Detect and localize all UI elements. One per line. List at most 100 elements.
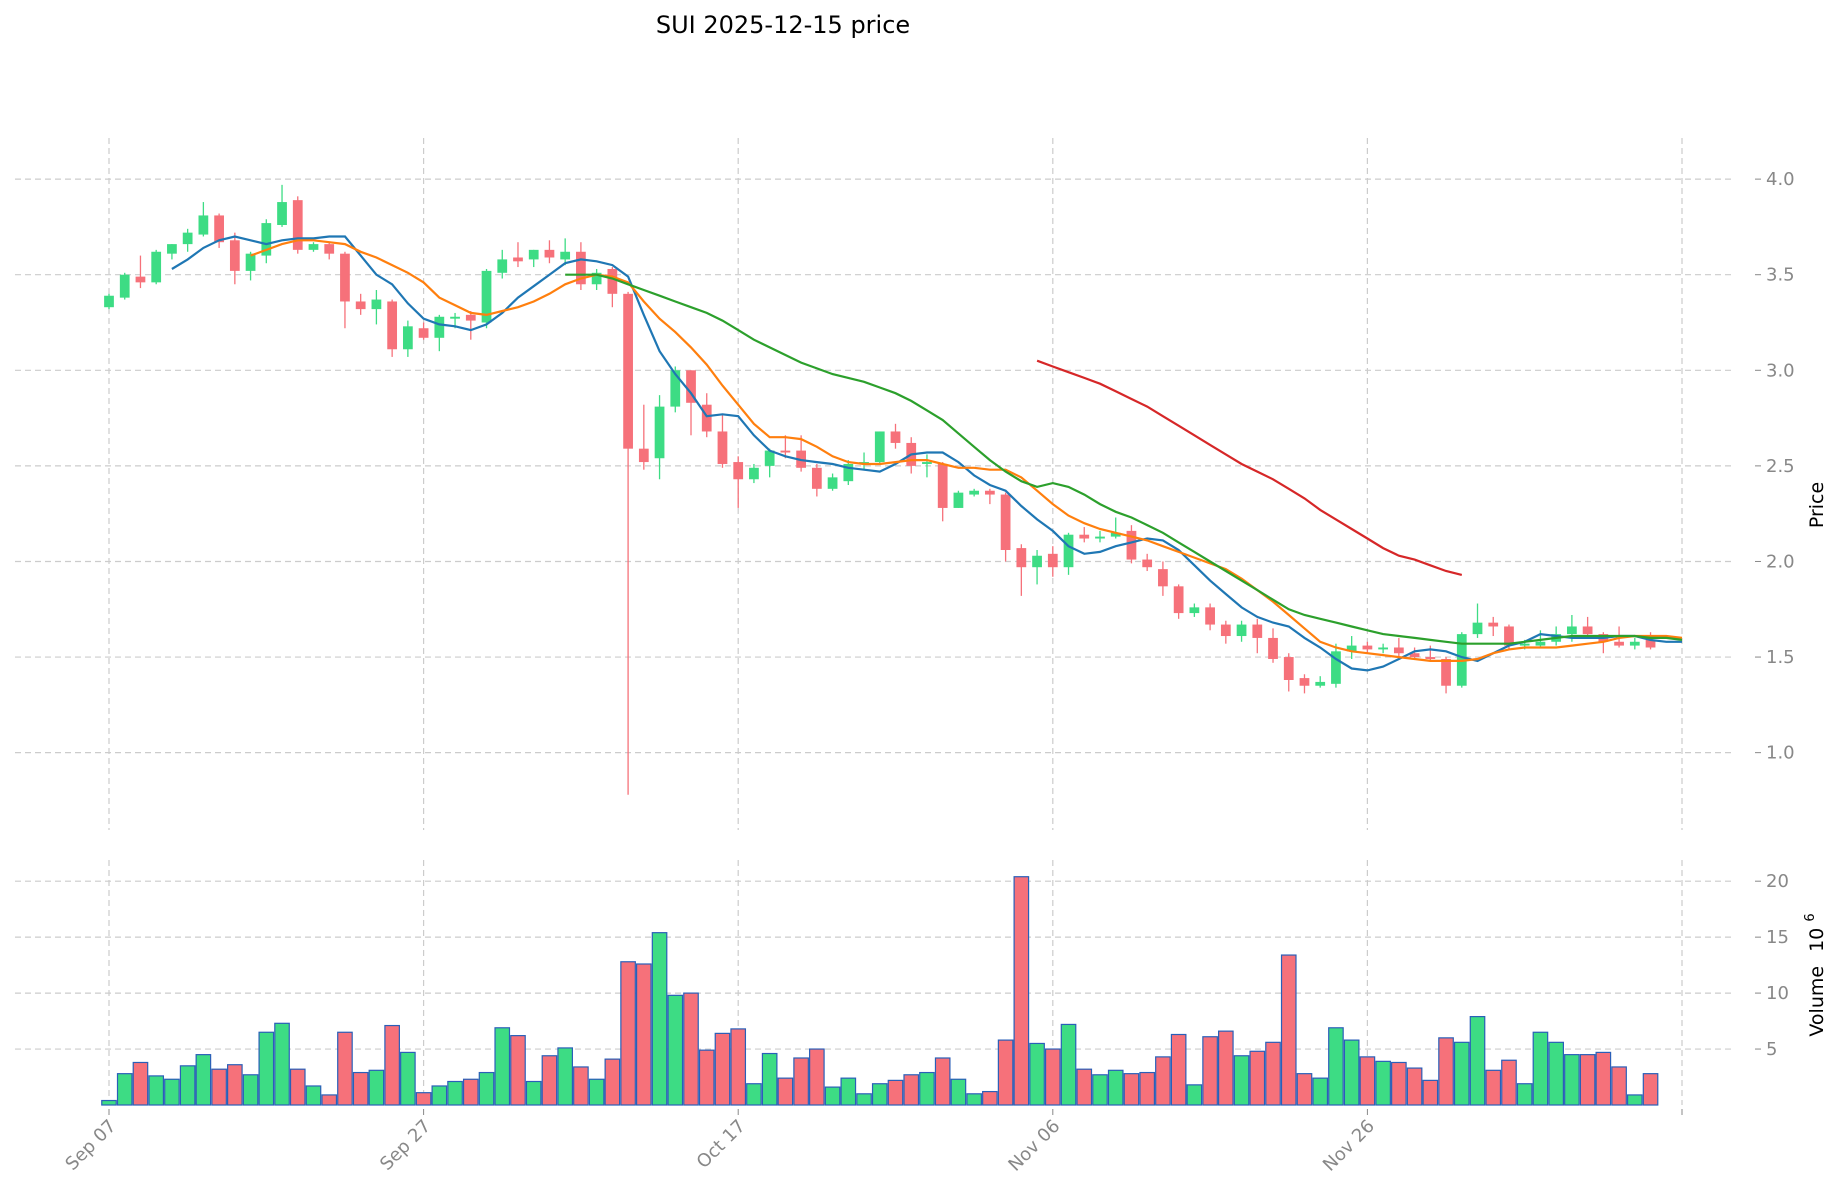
volume-bar xyxy=(1532,1031,1549,1106)
candle-body xyxy=(576,251,586,285)
volume-bar xyxy=(982,1090,998,1106)
candle-body xyxy=(418,328,429,338)
candle-body xyxy=(985,490,995,495)
volume-axis-exponent-power: 6 xyxy=(1803,913,1818,921)
volume-tick-label: 15 xyxy=(1766,927,1789,948)
candle-body xyxy=(890,431,901,443)
volume-bar xyxy=(1548,1041,1564,1106)
volume-bar xyxy=(179,1065,196,1106)
candle-body xyxy=(1488,622,1499,627)
candle-body xyxy=(371,299,382,310)
volume-bar xyxy=(321,1094,338,1106)
volume-bar xyxy=(541,1055,558,1106)
volume-bar xyxy=(1564,1054,1580,1106)
date-tick-label: Oct 17 xyxy=(693,1116,750,1173)
price-tick-label: 3.5 xyxy=(1766,265,1795,286)
volume-bar xyxy=(667,994,684,1106)
volume-bar xyxy=(651,932,668,1106)
candle-body xyxy=(450,316,460,319)
volume-bar xyxy=(557,1047,574,1106)
candle-body xyxy=(481,270,492,323)
candle-body xyxy=(1000,494,1011,550)
volume-bar xyxy=(478,1071,495,1106)
volume-bar xyxy=(1485,1069,1502,1106)
volume-bar xyxy=(1139,1071,1156,1106)
volume-bar xyxy=(793,1057,809,1106)
volume-bar xyxy=(211,1068,227,1106)
volume-bar xyxy=(1438,1037,1454,1106)
moving-average-line-ma60 xyxy=(1036,359,1463,576)
volume-bar xyxy=(462,1078,479,1106)
candle-body xyxy=(497,259,508,273)
volume-bar xyxy=(384,1024,400,1106)
volume-bar xyxy=(1626,1094,1643,1106)
candle-body xyxy=(1220,624,1231,637)
price-tick-label: 3.0 xyxy=(1766,360,1795,381)
candle-body xyxy=(182,232,193,245)
volume-axis-exponent-base: 10 xyxy=(1806,928,1828,952)
candle-body xyxy=(1535,641,1546,646)
candle-body xyxy=(119,274,130,298)
volume-bar xyxy=(1642,1073,1659,1106)
chart-title: SUI 2025-12-15 price xyxy=(656,11,910,39)
candle-body xyxy=(1378,647,1389,650)
volume-bar xyxy=(1029,1042,1045,1106)
candle-body xyxy=(1393,647,1404,654)
candle-body xyxy=(591,272,602,285)
volume-bar xyxy=(1516,1083,1533,1106)
volume-bar xyxy=(809,1048,825,1106)
candle-body xyxy=(1519,643,1530,646)
candle-body xyxy=(1315,681,1326,686)
price-axis-label: Price xyxy=(1806,482,1828,528)
volume-bar xyxy=(494,1027,511,1106)
volume-bar xyxy=(1375,1060,1391,1106)
candle-body xyxy=(1362,645,1373,650)
volume-bar xyxy=(1422,1079,1439,1106)
volume-bar xyxy=(274,1022,290,1106)
moving-average-lines xyxy=(171,235,1683,672)
volume-bar xyxy=(1501,1059,1517,1106)
volume-bar xyxy=(1123,1073,1140,1106)
candle-body xyxy=(1032,555,1042,568)
candle-body xyxy=(1252,624,1263,638)
candle-body xyxy=(670,370,681,407)
volume-bar xyxy=(227,1064,243,1106)
candlesticks xyxy=(104,184,1656,795)
price-tick-label: 2.5 xyxy=(1766,456,1795,477)
volume-bar xyxy=(1233,1055,1250,1106)
volume-bar xyxy=(1469,1015,1486,1106)
candle-body xyxy=(686,370,696,403)
volume-bar xyxy=(903,1074,920,1106)
candle-body xyxy=(1299,678,1310,686)
volume-bar xyxy=(431,1085,448,1106)
volume-bar xyxy=(997,1039,1014,1106)
volume-bar xyxy=(415,1092,432,1106)
candle-body xyxy=(749,467,759,480)
candle-body xyxy=(1126,530,1137,560)
volume-bar xyxy=(871,1083,888,1106)
volume-bar xyxy=(400,1051,416,1106)
candle-body xyxy=(355,301,366,310)
candle-body xyxy=(1173,586,1184,614)
axes: 1.0 1.5 2.0 2.5 3.0 3.5 4.0 5 10 15 20 Sep 07 Sep 27… xyxy=(61,169,1794,1176)
volume-tick-label: 5 xyxy=(1766,1039,1777,1060)
volume-bar xyxy=(966,1093,982,1106)
volume-bar xyxy=(761,1052,778,1106)
candle-body xyxy=(780,450,791,453)
svg-text:Volume 10 6: Volume 10 6 xyxy=(1803,913,1828,1036)
volume-bar xyxy=(856,1093,872,1106)
volume-bar xyxy=(1217,1030,1234,1106)
volume-axis-title: Volume xyxy=(1806,966,1828,1037)
volume-bar xyxy=(698,1049,715,1106)
volume-bar xyxy=(1092,1074,1108,1106)
candle-body xyxy=(1236,624,1247,637)
candle-body xyxy=(513,257,523,262)
candle-body xyxy=(308,244,319,250)
volume-bar xyxy=(1170,1033,1187,1106)
candle-body xyxy=(1567,626,1577,635)
candle-body xyxy=(638,448,649,463)
volume-bar xyxy=(164,1078,180,1106)
volume-bar xyxy=(1328,1027,1344,1106)
date-tick-label: Sep 27 xyxy=(376,1116,435,1175)
volume-bar xyxy=(1391,1061,1407,1106)
